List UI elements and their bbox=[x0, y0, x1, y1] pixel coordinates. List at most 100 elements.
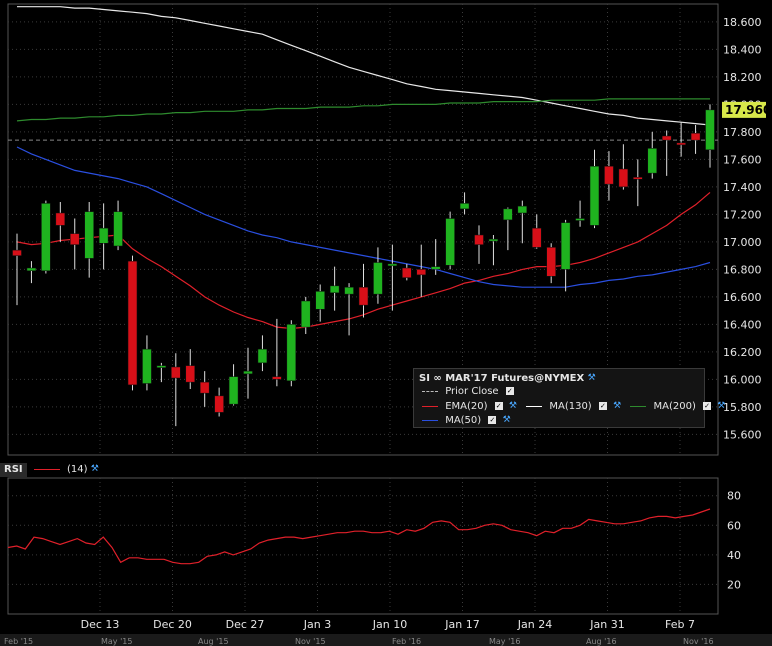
candle-body bbox=[532, 227, 542, 248]
candle-body bbox=[26, 267, 37, 271]
rsi-period: (14) bbox=[67, 464, 88, 475]
y-tick-label: 16.400 bbox=[723, 318, 762, 331]
checkbox-icon[interactable]: ✓ bbox=[703, 402, 712, 410]
candle-body bbox=[329, 285, 340, 293]
candle-body bbox=[286, 324, 297, 381]
candle-body bbox=[618, 168, 629, 188]
y-tick-label: 15.800 bbox=[723, 401, 762, 414]
x-tick-label: Dec 13 bbox=[81, 618, 120, 631]
ema-swatch bbox=[422, 405, 438, 407]
candle-body bbox=[690, 133, 701, 141]
candle-body bbox=[344, 287, 354, 295]
series-line-ma50 bbox=[16, 146, 711, 288]
rsi-line bbox=[7, 508, 711, 565]
candle-body bbox=[661, 135, 672, 141]
candle-body bbox=[257, 348, 268, 364]
y-tick-label: 16.000 bbox=[723, 373, 762, 386]
timeline-label: Aug '15 bbox=[198, 637, 229, 646]
candle-body bbox=[243, 370, 253, 375]
candle-body bbox=[127, 260, 138, 386]
y-tick-label: 17.800 bbox=[723, 126, 762, 139]
x-tick-label: Jan 24 bbox=[517, 618, 552, 631]
candle-body bbox=[98, 227, 109, 244]
y-tick-label: 17.400 bbox=[723, 181, 762, 194]
candle-body bbox=[560, 222, 571, 270]
checkbox-icon[interactable]: ✓ bbox=[494, 402, 503, 410]
x-tick-label: Jan 3 bbox=[303, 618, 331, 631]
x-tick-label: Dec 27 bbox=[226, 618, 265, 631]
checkbox-icon[interactable]: ✓ bbox=[505, 387, 514, 395]
wrench-icon[interactable]: ⚒ bbox=[508, 401, 517, 411]
y-tick-label: 18.200 bbox=[723, 71, 762, 84]
y-tick-label: 15.600 bbox=[723, 428, 762, 441]
candle-body bbox=[55, 212, 66, 226]
rsi-swatch bbox=[33, 468, 60, 470]
legend-ma130-label: MA(130) bbox=[549, 401, 592, 412]
rsi-title: RSI bbox=[0, 463, 27, 477]
x-tick-label: Jan 10 bbox=[372, 618, 407, 631]
candle-body bbox=[41, 203, 51, 271]
legend-ma50-label: MA(50) bbox=[445, 415, 482, 426]
candle-body bbox=[459, 203, 470, 210]
checkbox-icon[interactable]: ✓ bbox=[488, 416, 497, 424]
x-tick-label: Feb 7 bbox=[665, 618, 695, 631]
y-tick-label: 18.400 bbox=[723, 43, 762, 56]
y-tick-label: 18.600 bbox=[723, 16, 762, 29]
wrench-icon[interactable]: ⚒ bbox=[502, 415, 511, 425]
timeline-label: May '15 bbox=[101, 637, 132, 646]
wrench-icon[interactable]: ⚒ bbox=[587, 373, 596, 383]
rsi-y-tick-label: 80 bbox=[727, 490, 741, 503]
candle-body bbox=[430, 266, 441, 270]
timeline-label: Feb '16 bbox=[392, 637, 421, 646]
candle-body bbox=[70, 233, 80, 245]
chart-legend[interactable]: SI ∞ MAR'17 Futures@NYMEX ⚒ Prior Close … bbox=[413, 368, 725, 428]
candle-body bbox=[546, 247, 556, 277]
y-tick-label: 17.000 bbox=[723, 236, 762, 249]
y-tick-label: 17.200 bbox=[723, 208, 762, 221]
ma130-swatch bbox=[526, 405, 543, 407]
series-line-ma130 bbox=[17, 6, 711, 126]
rsi-panel-frame bbox=[7, 477, 719, 615]
x-tick-label: Jan 31 bbox=[589, 618, 624, 631]
candle-body bbox=[84, 211, 94, 259]
prior-close-swatch bbox=[422, 390, 438, 392]
candle-body bbox=[676, 142, 686, 146]
candle-body bbox=[402, 267, 412, 278]
legend-prior-close-label: Prior Close bbox=[445, 386, 499, 397]
rsi-panel-label[interactable]: RSI (14) ⚒ bbox=[0, 462, 99, 477]
candle-body bbox=[272, 376, 282, 380]
wrench-icon[interactable]: ⚒ bbox=[613, 401, 622, 411]
timeline-label: Aug '16 bbox=[586, 637, 617, 646]
timeline-label: Nov '16 bbox=[683, 637, 714, 646]
x-tick-label: Jan 17 bbox=[444, 618, 479, 631]
candle-body bbox=[416, 269, 426, 276]
timeline-label: May '16 bbox=[489, 637, 520, 646]
candle-body bbox=[228, 376, 239, 405]
candle-body bbox=[387, 263, 398, 267]
y-tick-label: 16.800 bbox=[723, 263, 762, 276]
ma50-swatch bbox=[422, 419, 438, 421]
legend-title: SI ∞ MAR'17 Futures@NYMEX bbox=[419, 373, 585, 384]
y-tick-label: 17.600 bbox=[723, 153, 762, 166]
timeline-strip bbox=[0, 634, 772, 646]
rsi-y-tick-label: 60 bbox=[727, 519, 741, 532]
candle-body bbox=[214, 395, 224, 413]
checkbox-icon[interactable]: ✓ bbox=[598, 402, 607, 410]
wrench-icon[interactable]: ⚒ bbox=[90, 464, 99, 474]
candle-body bbox=[199, 381, 210, 394]
candle-body bbox=[113, 211, 123, 247]
legend-ema-label: EMA(20) bbox=[445, 401, 488, 412]
legend-ma200-label: MA(200) bbox=[653, 401, 696, 412]
wrench-icon[interactable]: ⚒ bbox=[717, 401, 726, 411]
timeline-label: Nov '15 bbox=[295, 637, 326, 646]
rsi-y-tick-label: 20 bbox=[727, 578, 741, 591]
candle-body bbox=[488, 238, 499, 242]
candle-body bbox=[171, 366, 181, 379]
main-panel-frame bbox=[7, 3, 719, 456]
ma200-swatch bbox=[630, 405, 647, 407]
candle-body bbox=[575, 218, 585, 221]
candle-body bbox=[604, 166, 614, 185]
y-tick-label: 16.200 bbox=[723, 346, 762, 359]
y-tick-label: 16.600 bbox=[723, 291, 762, 304]
